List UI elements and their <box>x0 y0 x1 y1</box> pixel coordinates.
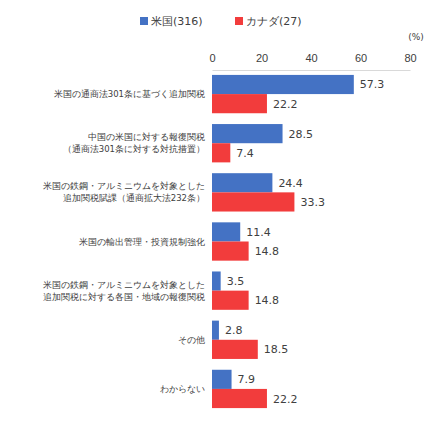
data-label: 2.8 <box>225 324 243 337</box>
legend-label: 米国(316) <box>151 15 203 28</box>
axis-title: (%) <box>408 32 424 42</box>
tick: 80 <box>404 52 416 70</box>
x-axis: 0 20 40 60 80 <box>209 52 416 71</box>
data-label: 57.3 <box>360 78 385 91</box>
bar <box>212 124 283 143</box>
category-label: わからない <box>160 384 205 394</box>
tick-label: 20 <box>256 52 268 64</box>
bar <box>212 389 267 408</box>
category-label: その他 <box>178 335 205 345</box>
data-label: 18.5 <box>264 343 289 356</box>
bar <box>212 143 230 162</box>
bars <box>212 75 354 408</box>
category-label: 中国の米国に対する報復関税（通商法301条に対する対抗措置） <box>63 132 205 154</box>
category-labels: 米国の通商法301条に基づく追加関税中国の米国に対する報復関税（通商法301条に… <box>43 89 205 394</box>
category-label: 米国の鉄鋼・アルミニウムを対象とした追加関税賦課（通商拡大法232条） <box>43 181 205 203</box>
category-label: 米国の鉄鋼・アルミニウムを対象とした追加関税に対する各国・地域の報復関税 <box>43 280 205 302</box>
data-label: 7.4 <box>236 147 254 160</box>
data-label: 14.8 <box>255 294 280 307</box>
legend-label: カナダ(27) <box>246 15 302 28</box>
tick-label: 80 <box>404 52 416 64</box>
chart: 0 20 40 60 80 (%) 米国(316) カナダ(27) 米国の通商法301条に基づく… <box>0 0 437 425</box>
data-label: 22.2 <box>273 393 298 406</box>
legend-swatch <box>235 17 243 25</box>
tick: 0 <box>209 52 215 70</box>
data-label: 7.9 <box>238 373 256 386</box>
bar <box>212 291 249 310</box>
bar <box>212 340 258 359</box>
data-label: 28.5 <box>289 128 314 141</box>
bar <box>212 271 221 290</box>
tick-label: 0 <box>209 52 215 64</box>
tick: 60 <box>355 52 367 70</box>
tick: 20 <box>256 52 268 70</box>
tick: 40 <box>305 52 317 70</box>
legend: 米国(316) カナダ(27) <box>140 15 302 28</box>
data-label: 14.8 <box>255 245 280 258</box>
bar <box>212 192 294 211</box>
legend-swatch <box>140 17 148 25</box>
tick-label: 60 <box>355 52 367 64</box>
data-label: 24.4 <box>278 177 303 190</box>
bar <box>212 321 219 340</box>
data-label: 22.2 <box>273 98 298 111</box>
bar <box>212 370 232 389</box>
bar <box>212 75 354 94</box>
data-label: 33.3 <box>300 196 325 209</box>
data-label: 11.4 <box>246 226 271 239</box>
data-labels: 57.3 28.5 24.4 11.4 3.5 2.8 7.9 22.2 7.4 33.3 14.8… <box>225 78 384 405</box>
bar <box>212 173 272 192</box>
tick-label: 40 <box>305 52 317 64</box>
category-label: 米国の通商法301条に基づく追加関税 <box>54 89 205 99</box>
data-label: 3.5 <box>227 275 245 288</box>
axis-line <box>213 70 411 71</box>
bar <box>212 94 267 113</box>
bar <box>212 222 240 241</box>
bar <box>212 242 249 261</box>
category-label: 米国の輸出管理・投資規制強化 <box>79 237 205 247</box>
